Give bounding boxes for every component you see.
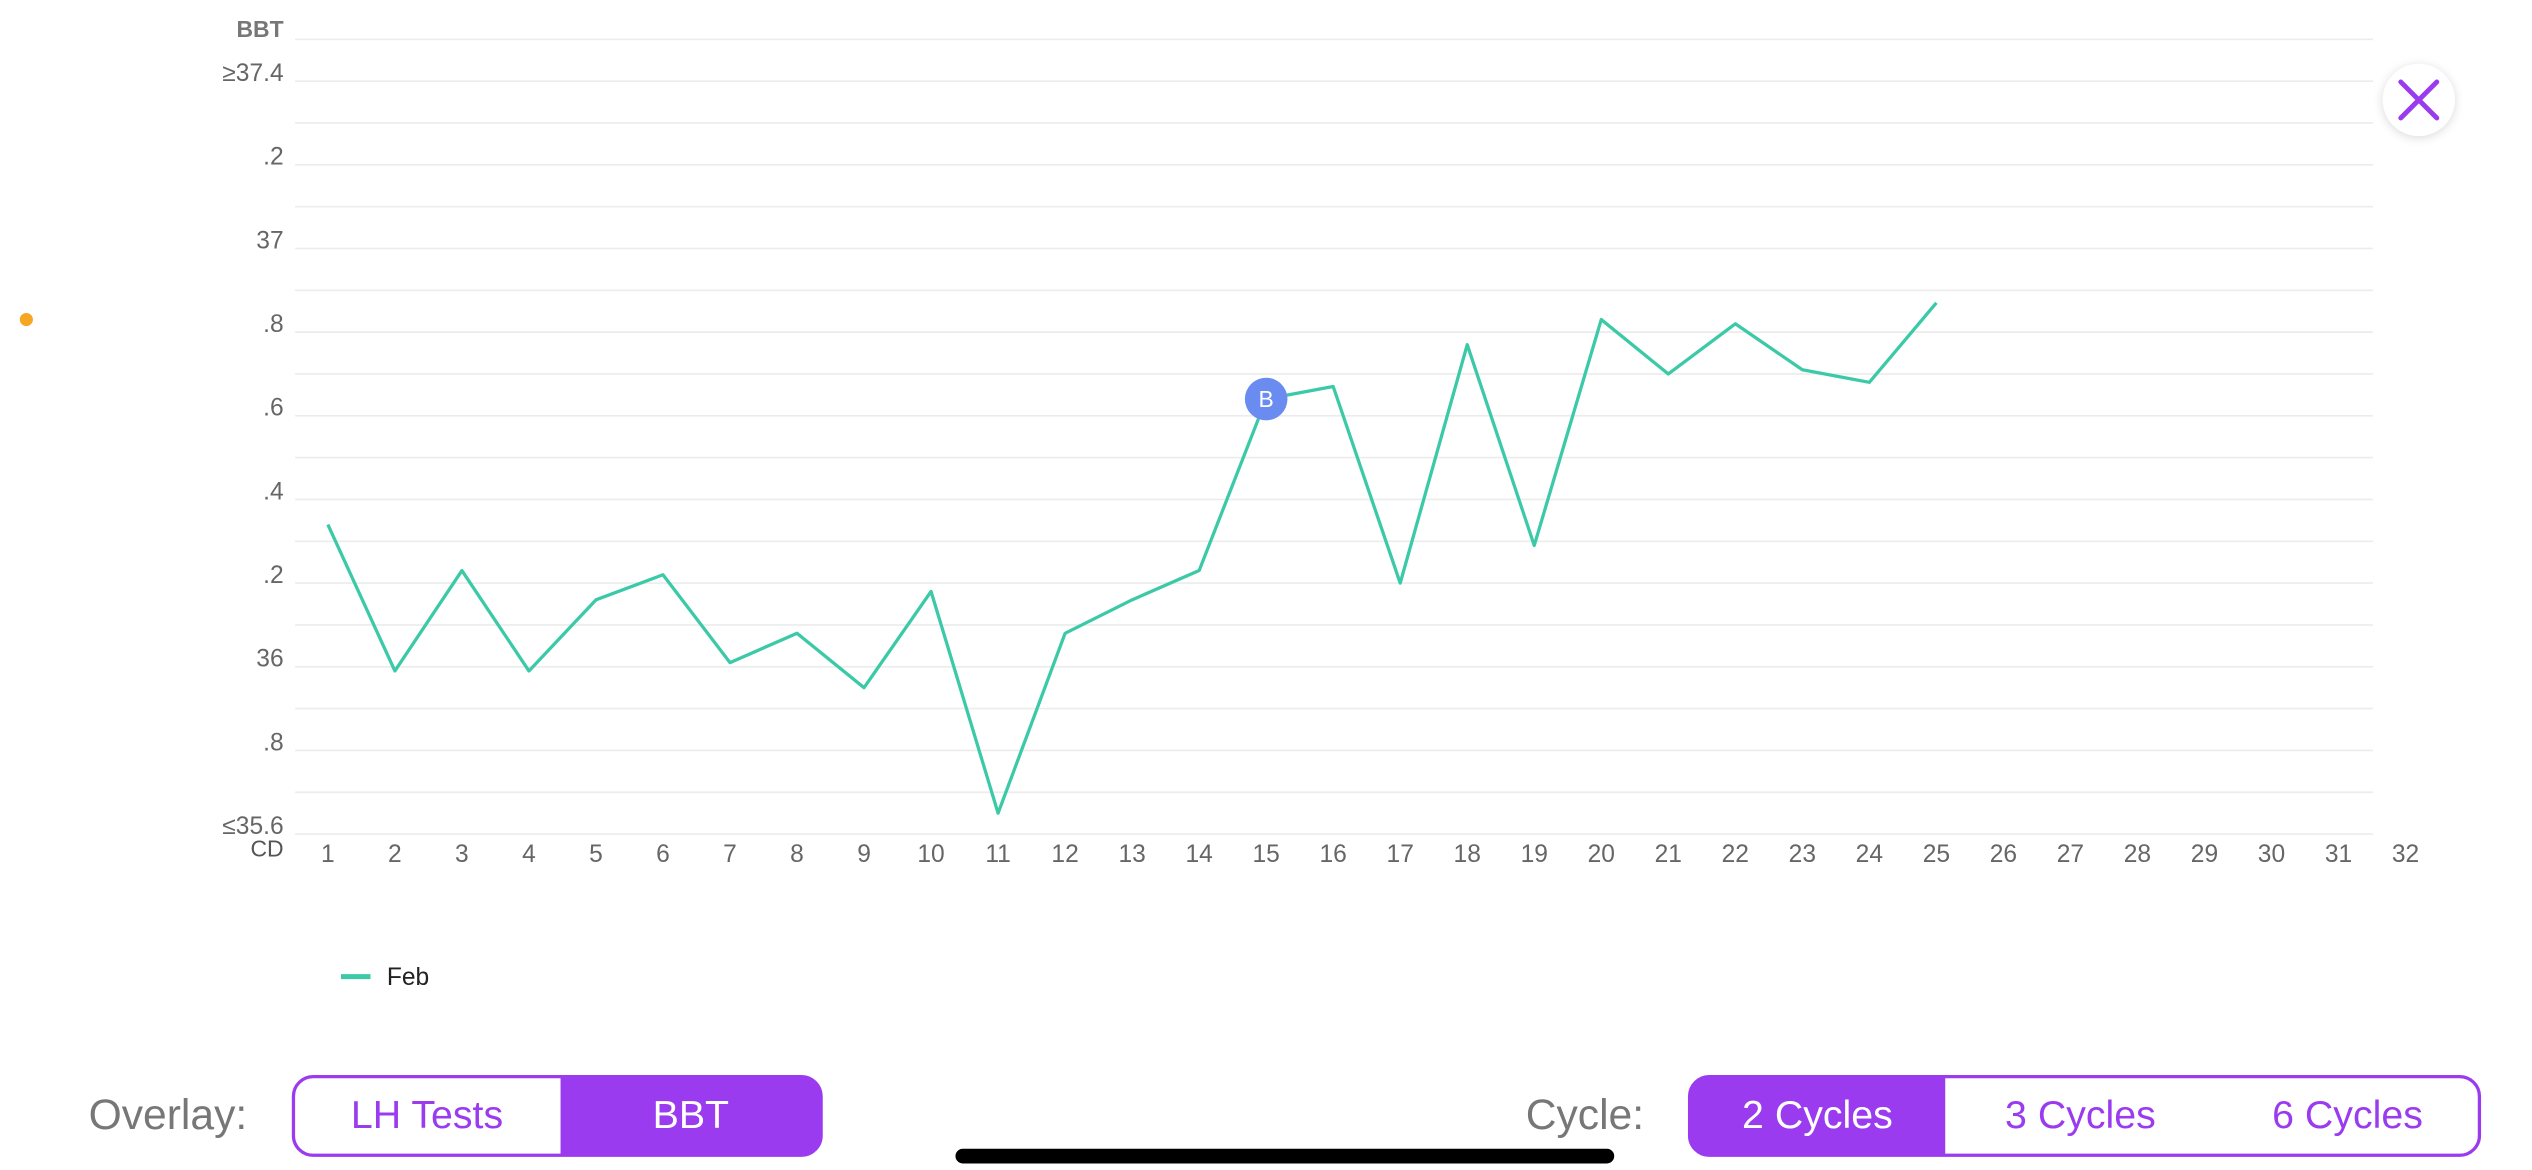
segment-option[interactable]: 3 Cycles: [2005, 1093, 2156, 1137]
y-tick-label: .8: [263, 311, 283, 338]
segment-label: 6 Cycles: [2272, 1093, 2423, 1137]
y-axis-label: BBT: [236, 16, 283, 42]
x-tick-label: 30: [2258, 841, 2285, 868]
annotation-label: B: [1259, 386, 1274, 412]
x-tick-label: 28: [2124, 841, 2151, 868]
segment-selected: [560, 1076, 822, 1156]
x-tick-label: 17: [1387, 841, 1414, 868]
y-tick-label: 37: [256, 227, 283, 254]
y-tick-label: .2: [263, 144, 283, 171]
x-tick-label: 9: [857, 841, 871, 868]
x-tick-label: 12: [1051, 841, 1078, 868]
y-tick-label: .4: [263, 478, 283, 505]
home-indicator: [955, 1148, 1615, 1164]
segment-label: 2 Cycles: [1742, 1093, 1893, 1137]
x-tick-label: 7: [723, 841, 737, 868]
legend-label: Feb: [387, 964, 429, 991]
annotation-marker: [1244, 377, 1288, 421]
segment-option[interactable]: 6 Cycles: [2272, 1093, 2423, 1137]
y-tick-label: .6: [263, 395, 283, 422]
x-tick-label: 18: [1454, 841, 1481, 868]
x-tick-label: 19: [1521, 841, 1548, 868]
x-axis-label: CD: [250, 836, 283, 862]
segment-selected: [1689, 1076, 1946, 1156]
segment-label: 3 Cycles: [2005, 1093, 2156, 1137]
x-tick-label: 2: [388, 841, 402, 868]
x-tick-label: 14: [1185, 841, 1212, 868]
y-tick-label: ≥37.4: [222, 60, 283, 87]
cycle-label: Cycle:: [1526, 1091, 1644, 1139]
segment-option[interactable]: BBT: [560, 1076, 822, 1156]
x-tick-label: 4: [522, 841, 536, 868]
x-tick-label: 3: [455, 841, 469, 868]
x-tick-label: 1: [321, 841, 335, 868]
x-tick-label: 21: [1655, 841, 1682, 868]
y-tick-label: .2: [263, 562, 283, 589]
x-tick-label: 13: [1118, 841, 1145, 868]
segment-label: LH Tests: [351, 1093, 503, 1137]
x-tick-label: 8: [790, 841, 804, 868]
x-tick-label: 31: [2325, 841, 2352, 868]
x-tick-label: 6: [656, 841, 670, 868]
x-tick-label: 25: [1923, 841, 1950, 868]
x-tick-label: 5: [589, 841, 603, 868]
y-tick-label: .8: [263, 729, 283, 756]
x-tick-label: 22: [1722, 841, 1749, 868]
y-tick-label: ≤35.6: [222, 813, 283, 840]
x-tick-label: 26: [1990, 841, 2017, 868]
close-button[interactable]: [2382, 63, 2455, 137]
segment-option[interactable]: 2 Cycles: [1689, 1076, 1946, 1156]
x-tick-label: 11: [985, 841, 1011, 868]
x-tick-label: 15: [1252, 841, 1279, 868]
segment-option[interactable]: LH Tests: [351, 1093, 503, 1137]
data-line: [326, 301, 1938, 815]
x-tick-label: 16: [1320, 841, 1347, 868]
x-tick-label: 24: [1856, 841, 1883, 868]
x-tick-label: 20: [1588, 841, 1615, 868]
overlay-label: Overlay:: [89, 1091, 248, 1139]
status-dot: [19, 312, 33, 327]
y-tick-label: 36: [256, 646, 283, 673]
segment-label: BBT: [653, 1093, 729, 1137]
x-tick-label: 10: [917, 841, 944, 868]
x-tick-label: 29: [2191, 841, 2218, 868]
x-tick-label: 32: [2392, 841, 2419, 868]
x-tick-label: 27: [2057, 841, 2084, 868]
x-tick-label: 23: [1789, 841, 1816, 868]
